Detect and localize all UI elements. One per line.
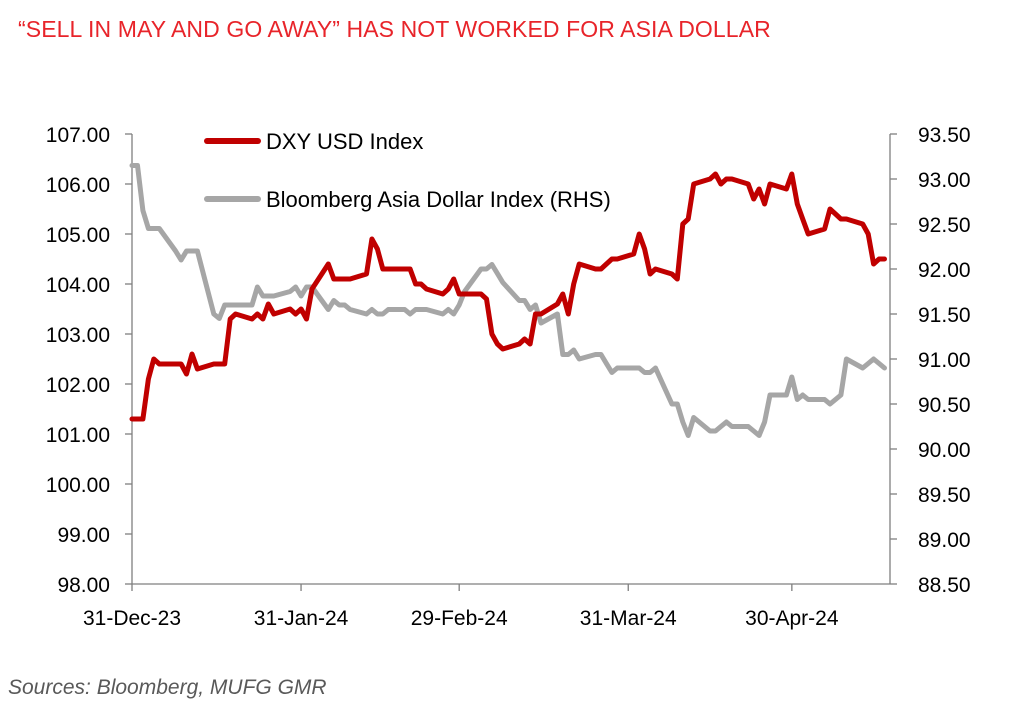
right-tick-label: 91.00 [918,349,971,372]
chart-axes: 98.00 99.00 100.00 101.00 102.00 103.00 104.00… [46,124,971,630]
legend-label-asia-dollar: Bloomberg Asia Dollar Index (RHS) [266,187,611,212]
right-tick-label: 93.50 [918,124,971,147]
right-tick-label: 90.50 [918,394,971,417]
left-tick-label: 100.00 [46,474,110,497]
dxy-series-line [129,171,887,422]
left-tick-label: 103.00 [46,324,110,347]
left-tick-label: 105.00 [46,224,110,247]
right-tick-label: 90.00 [918,439,971,462]
right-tick-label: 89.50 [918,484,971,507]
x-tick-label: 29-Feb-24 [411,607,508,630]
legend-label-dxy: DXY USD Index [266,129,423,154]
left-tick-label: 102.00 [46,374,110,397]
page-title: “SELL IN MAY AND GO AWAY” HAS NOT WORKED… [18,16,771,42]
left-tick-label: 104.00 [46,274,110,297]
right-tick-label: 91.50 [918,304,971,327]
x-tick-label: 31-Mar-24 [580,607,677,630]
left-tick-label: 107.00 [46,124,110,147]
left-tick-label: 99.00 [57,524,110,547]
x-tick-label: 30-Apr-24 [745,607,839,630]
right-tick-label: 92.50 [918,214,971,237]
asia-dollar-series-line [129,163,887,438]
left-tick-label: 101.00 [46,424,110,447]
right-tick-label: 89.00 [918,529,971,552]
x-tick-label: 31-Jan-24 [254,607,349,630]
left-tick-label: 106.00 [46,174,110,197]
chart-series [129,163,887,438]
right-tick-label: 93.00 [918,169,971,192]
left-tick-label: 98.00 [57,574,110,597]
chart-legend: DXY USD Index Bloomberg Asia Dollar Index… [204,129,611,212]
source-note: Sources: Bloomberg, MUFG GMR [8,676,327,699]
right-tick-label: 88.50 [918,574,971,597]
x-tick-label: 31-Dec-23 [83,607,181,630]
right-tick-label: 92.00 [918,259,971,282]
